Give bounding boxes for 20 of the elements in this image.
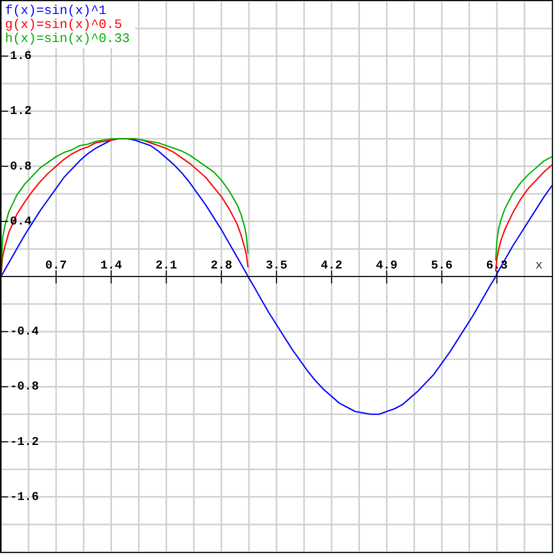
x-tick-label: 1.4 — [100, 258, 122, 272]
text: h(x)=sin(x)^0.33 — [5, 31, 130, 46]
text: f(x)=sin(x)^1 — [5, 3, 108, 18]
y-tick-label: -1.6 — [10, 490, 39, 504]
line-series — [1, 138, 552, 415]
y-tick-label: 1.6 — [10, 49, 32, 64]
x-tick-label: 3.5 — [266, 258, 288, 272]
x-tick-label: 4.9 — [376, 258, 398, 272]
x-tick-label: 5.6 — [430, 258, 453, 272]
x-tick-label: 4.2 — [320, 258, 342, 272]
y-tick-label: 1.2 — [10, 104, 32, 118]
y-tick-label: -1.2 — [10, 434, 39, 449]
x-tick-label: 2.8 — [210, 258, 232, 272]
x-tick-label: 0.7 — [45, 258, 67, 272]
y-tick-label: -0.4 — [10, 324, 39, 339]
y-tick-label: -0.8 — [10, 380, 39, 394]
x-axis-title: x — [535, 258, 543, 272]
x-tick-label: 2.1 — [155, 258, 178, 272]
text: g(x)=sin(x)^0.5 — [5, 17, 124, 32]
y-tick-label: 0.8 — [10, 159, 32, 174]
